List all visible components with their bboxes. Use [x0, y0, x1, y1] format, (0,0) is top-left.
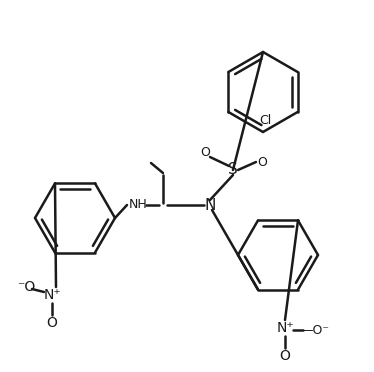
Text: O: O: [257, 155, 267, 169]
Text: S: S: [228, 163, 238, 177]
Text: N⁺: N⁺: [276, 321, 294, 335]
Text: O: O: [279, 349, 291, 363]
Text: N⁺: N⁺: [43, 288, 61, 302]
Text: Cl: Cl: [259, 113, 271, 126]
Text: NH: NH: [129, 199, 147, 212]
Text: O: O: [200, 145, 210, 158]
Text: N: N: [204, 198, 216, 212]
Text: O: O: [46, 316, 58, 330]
Text: —O⁻: —O⁻: [300, 324, 329, 337]
Text: ⁻O: ⁻O: [17, 280, 35, 294]
